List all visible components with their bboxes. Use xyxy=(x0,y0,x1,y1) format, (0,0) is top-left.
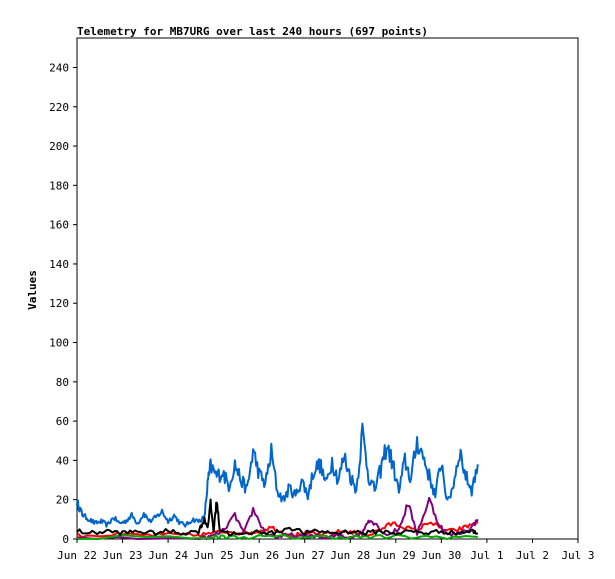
y-axis-label: Values xyxy=(26,270,39,310)
y-tick-label: 20 xyxy=(56,494,69,507)
series-line-4 xyxy=(76,498,479,537)
axis-layer: 0 20 40 60 80 100 120 140 160 180 200 220 240 Jun 22 J… xyxy=(49,61,594,562)
y-tick-label: 40 xyxy=(56,454,69,467)
y-tick-label: 100 xyxy=(49,337,69,350)
x-tick-label: Jun 24 xyxy=(148,549,188,562)
x-tick-label: Jun 29 xyxy=(376,549,416,562)
y-tick-label: 220 xyxy=(49,101,69,114)
x-tick-label: Jul 2 xyxy=(516,549,549,562)
y-tick-label: 180 xyxy=(49,179,69,192)
series-line-0 xyxy=(76,422,479,528)
y-tick-label: 120 xyxy=(49,297,69,310)
plot-area xyxy=(76,37,579,540)
y-tick-label: 60 xyxy=(56,415,69,428)
series-line-3 xyxy=(76,533,478,540)
y-tick-label: 0 xyxy=(62,533,69,546)
chart-title: Telemetry for MB7URG over last 240 hours… xyxy=(77,25,428,38)
y-tick-label: 200 xyxy=(49,140,69,153)
series-layer xyxy=(76,422,479,540)
y-tick-label: 140 xyxy=(49,258,69,271)
y-tick-label: 160 xyxy=(49,219,69,232)
y-tick-label: 80 xyxy=(56,376,69,389)
x-tick-label: Jun 30 xyxy=(421,549,461,562)
x-tick-label: Jun 22 xyxy=(57,549,97,562)
x-tick-label: Jul 1 xyxy=(470,549,503,562)
x-tick-label: Jul 3 xyxy=(561,549,594,562)
x-tick-label: Jun 26 xyxy=(239,549,279,562)
series-line-1 xyxy=(76,520,479,539)
x-tick-label: Jun 25 xyxy=(194,549,234,562)
x-tick-label: Jun 27 xyxy=(285,549,325,562)
x-tick-label: Jun 23 xyxy=(103,549,143,562)
x-tick-label: Jun 28 xyxy=(330,549,370,562)
y-tick-label: 240 xyxy=(49,61,69,74)
series-line-2 xyxy=(76,496,479,540)
